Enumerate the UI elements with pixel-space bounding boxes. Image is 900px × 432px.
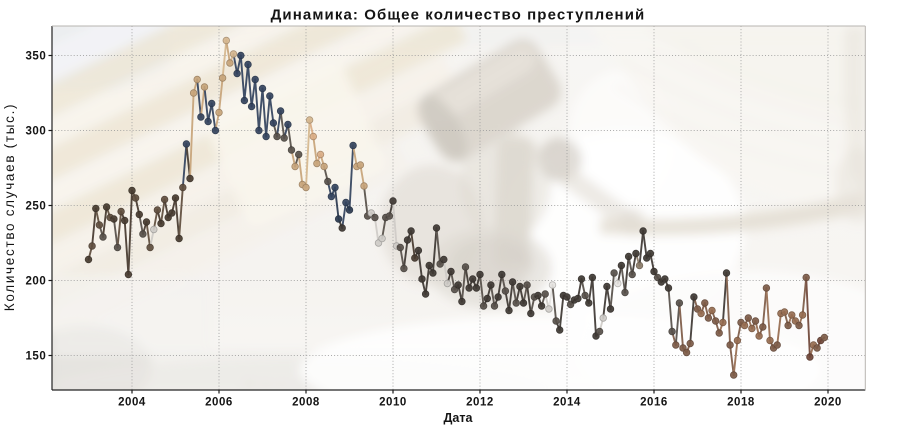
svg-text:2018: 2018	[727, 397, 755, 409]
svg-text:250: 250	[25, 201, 46, 213]
svg-text:Дата: Дата	[444, 411, 474, 425]
svg-text:300: 300	[25, 126, 46, 138]
svg-text:200: 200	[25, 276, 46, 288]
svg-text:2004: 2004	[118, 397, 146, 409]
svg-text:350: 350	[25, 51, 46, 63]
svg-text:150: 150	[25, 351, 46, 363]
svg-text:2016: 2016	[640, 397, 668, 409]
svg-text:2020: 2020	[814, 397, 842, 409]
svg-text:2014: 2014	[553, 397, 581, 409]
svg-text:2008: 2008	[292, 397, 320, 409]
svg-text:Динамика: Общее количество пре: Динамика: Общее количество преступлений	[271, 7, 646, 24]
svg-text:2006: 2006	[205, 397, 233, 409]
svg-text:2010: 2010	[379, 397, 407, 409]
svg-text:Количество случаев (тыс.): Количество случаев (тыс.)	[2, 103, 17, 311]
svg-text:2012: 2012	[466, 397, 494, 409]
